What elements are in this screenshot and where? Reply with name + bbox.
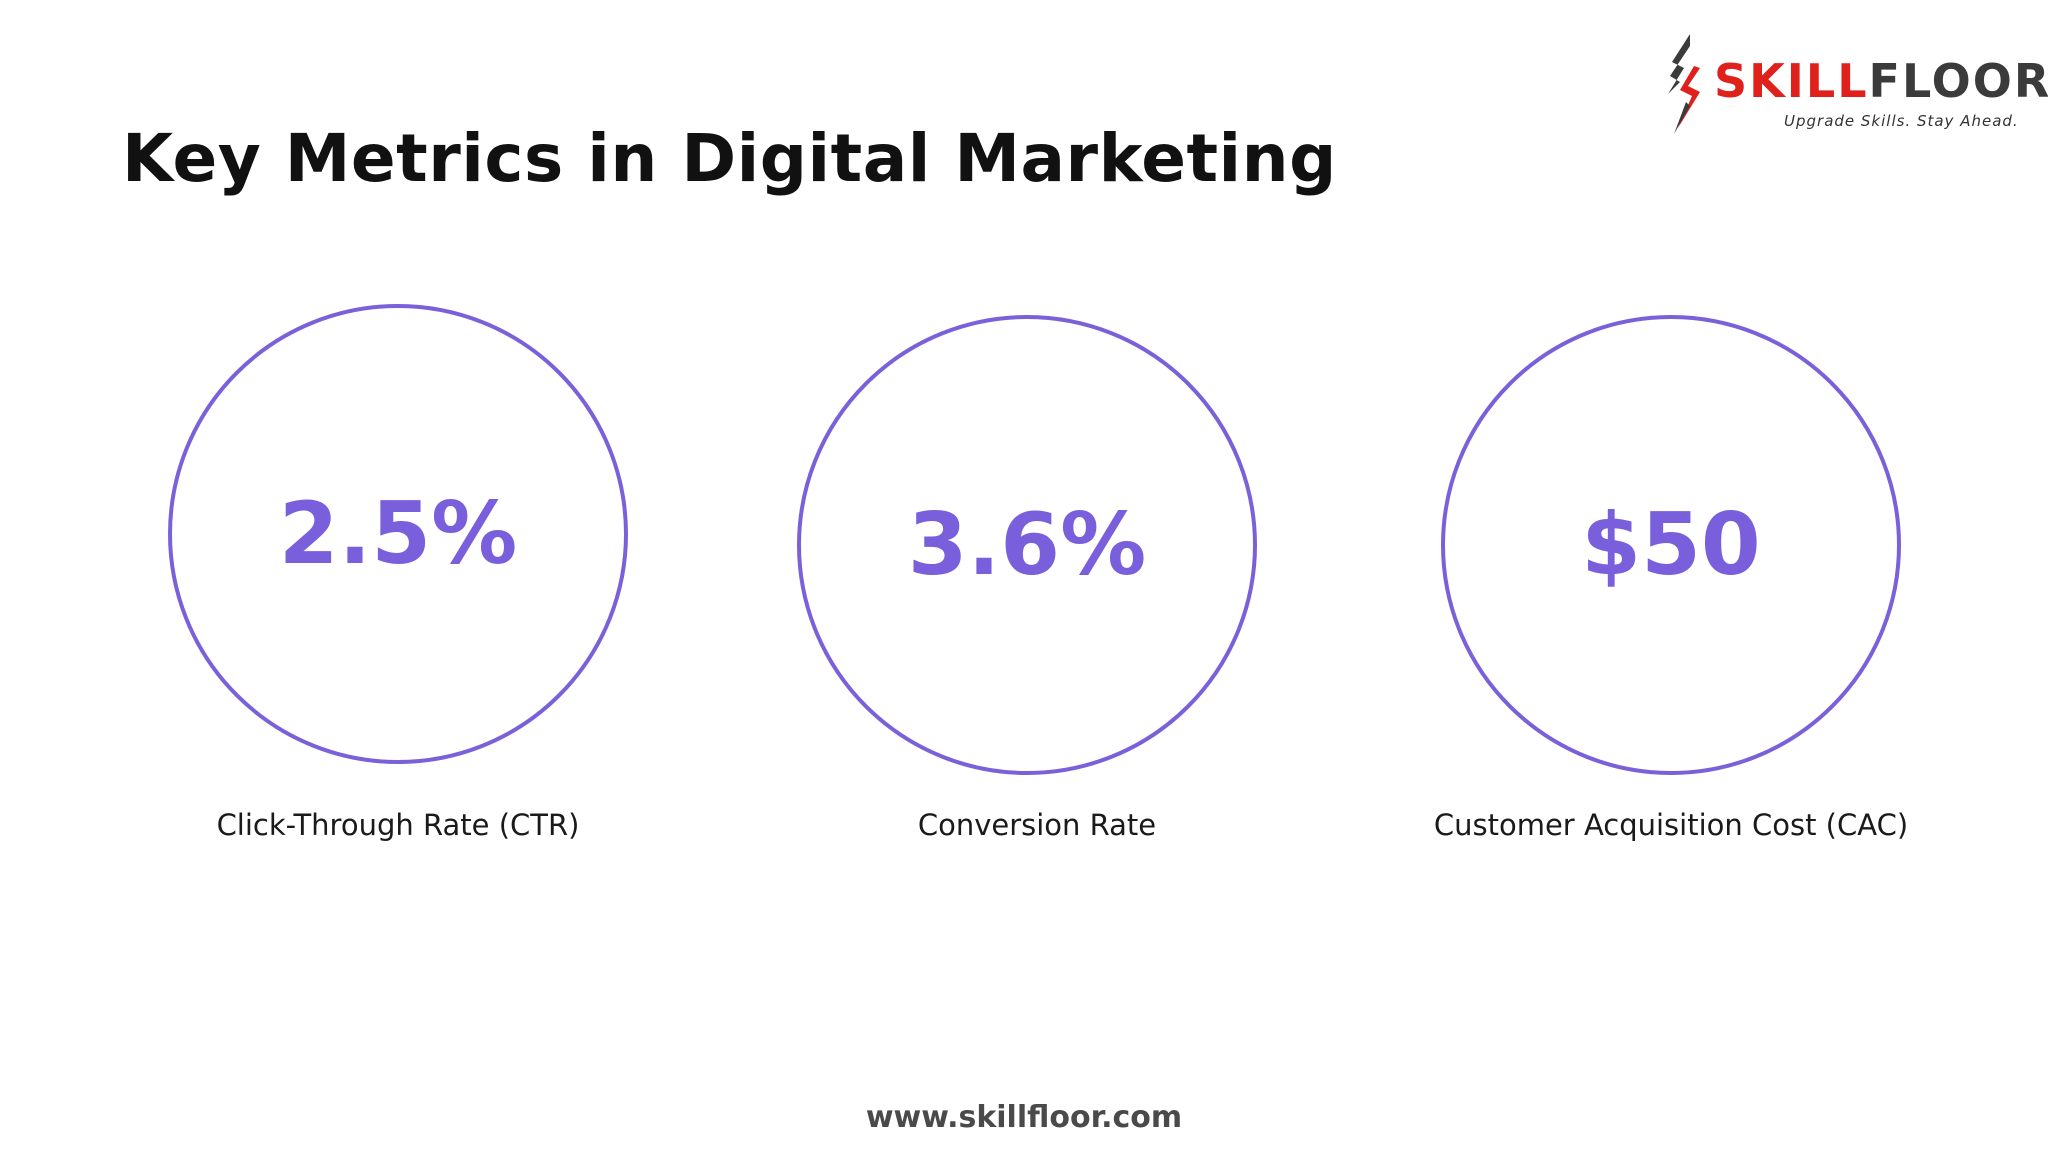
metric-label-cac: Customer Acquisition Cost (CAC): [1433, 808, 1909, 842]
metric-circle-ctr: 2.5%: [168, 304, 628, 764]
metric-circle-conversion: 3.6%: [797, 315, 1257, 775]
metric-value-cac: $50: [1581, 495, 1761, 595]
footer-url: www.skillfloor.com: [865, 1100, 1183, 1135]
skillfloor-logo-icon: [1668, 34, 1700, 134]
metric-value-ctr: 2.5%: [278, 484, 518, 584]
logo-tagline: Upgrade Skills. Stay Ahead.: [1784, 112, 2019, 130]
slide-title: Key Metrics in Digital Marketing: [122, 120, 1337, 197]
metric-label-ctr: Click-Through Rate (CTR): [216, 808, 580, 842]
logo-word-floor: FLOOR: [1868, 54, 2048, 108]
metric-value-conversion: 3.6%: [907, 495, 1147, 595]
logo-wordmark: SKILLFLOOR: [1714, 58, 2048, 104]
metric-label-conversion: Conversion Rate: [917, 808, 1157, 842]
skillfloor-logo: SKILLFLOOR Upgrade Skills. Stay Ahead.: [1660, 32, 2048, 142]
logo-word-skill: SKILL: [1714, 54, 1869, 108]
metric-circle-cac: $50: [1441, 315, 1901, 775]
